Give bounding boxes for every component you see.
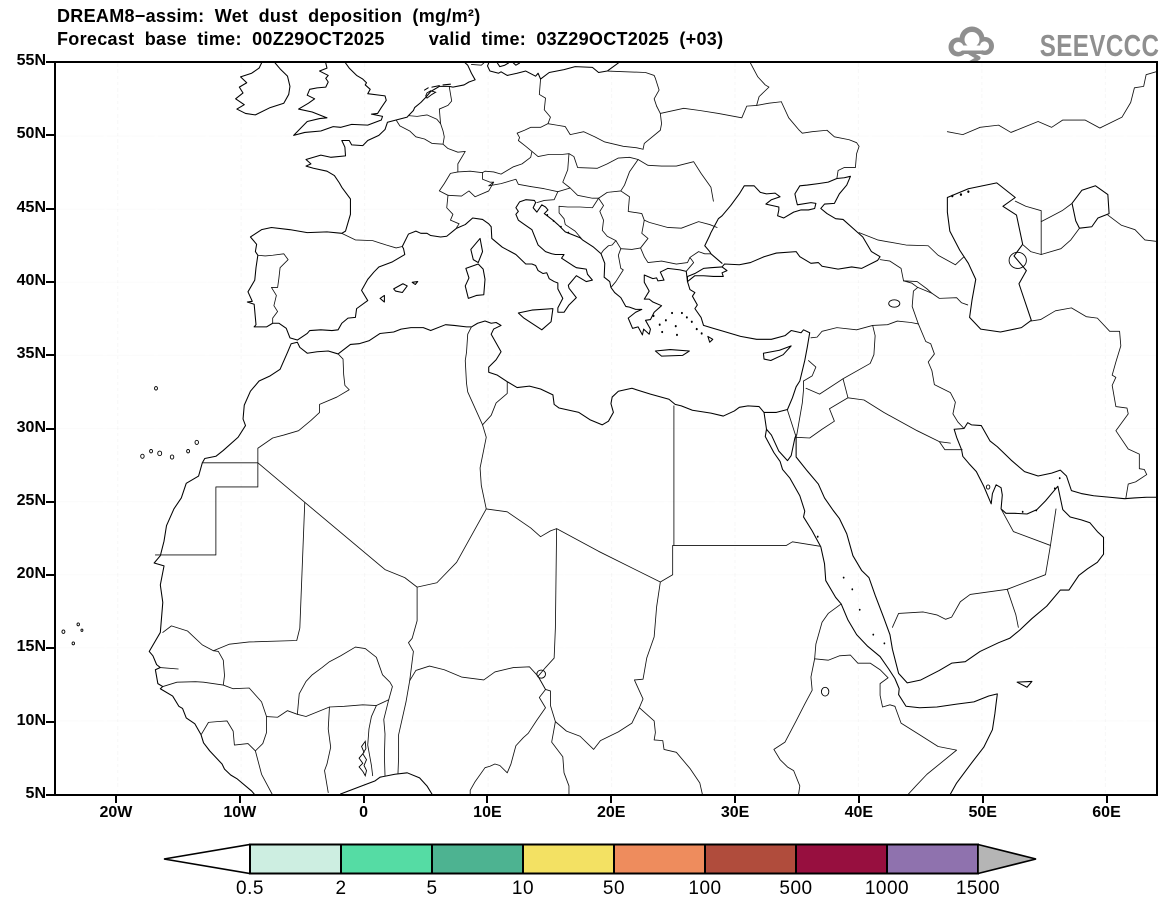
island-specks bbox=[546, 190, 1061, 645]
lat-tick bbox=[46, 647, 55, 650]
lon-label: 10E bbox=[473, 804, 502, 821]
lon-tick bbox=[362, 795, 365, 803]
colorbar-scale bbox=[163, 843, 1037, 875]
colorbar-right-arrow bbox=[977, 843, 1037, 875]
lat-label: 10N bbox=[16, 711, 46, 729]
colorbar-segment bbox=[886, 843, 979, 875]
lon-tick bbox=[610, 795, 613, 803]
colorbar-segment bbox=[249, 843, 342, 875]
colorbar-tick-label: 10 bbox=[511, 878, 535, 899]
map-frame bbox=[54, 61, 1158, 796]
valid-time: valid time: 03Z29OCT2025 (+03) bbox=[428, 29, 724, 49]
lon-label: 40E bbox=[844, 804, 874, 821]
lat-label: 25N bbox=[16, 491, 46, 509]
colorbar-tick-label: 500 bbox=[779, 878, 813, 899]
colorbar-tick-label: 5 bbox=[426, 878, 438, 899]
lat-tick bbox=[46, 61, 55, 63]
lon-tick bbox=[857, 795, 860, 803]
lat-label: 40N bbox=[16, 271, 46, 289]
chart-titles: DREAM8−assim: Wet dust deposition (mg/m²… bbox=[57, 5, 723, 51]
map-canvas bbox=[56, 63, 1156, 794]
lat-label: 35N bbox=[16, 345, 46, 363]
forecast-base-time: Forecast base time: 00Z29OCT2025 bbox=[57, 29, 385, 49]
colorbar: 0.5 2 5 10 50 100 500 1000 1500 bbox=[163, 843, 1037, 903]
colorbar-tick-label: 2 bbox=[335, 878, 347, 899]
lat-tick bbox=[46, 207, 55, 210]
colorbar-segment bbox=[522, 843, 615, 875]
lakes bbox=[359, 91, 900, 776]
lon-tick bbox=[1105, 795, 1108, 803]
lon-label: 30E bbox=[720, 804, 750, 821]
colorbar-segment bbox=[795, 843, 888, 875]
colorbar-segment bbox=[613, 843, 706, 875]
lat-tick bbox=[46, 720, 55, 723]
lon-tick bbox=[734, 795, 737, 803]
lon-label: 10W bbox=[223, 804, 257, 821]
lon-tick bbox=[238, 795, 241, 803]
colorbar-tick-label: 0.5 bbox=[236, 878, 264, 899]
lat-label: 55N bbox=[16, 52, 46, 69]
lat-label: 5N bbox=[25, 785, 46, 802]
lat-label: 50N bbox=[16, 125, 46, 143]
lon-label: 0 bbox=[359, 804, 369, 821]
lat-label: 15N bbox=[16, 638, 46, 656]
colorbar-segment bbox=[340, 843, 433, 875]
cloud-icon bbox=[948, 26, 994, 65]
chart-title: DREAM8−assim: Wet dust deposition (mg/m²… bbox=[57, 6, 481, 26]
lon-label: 20W bbox=[99, 804, 133, 821]
lat-label: 45N bbox=[16, 198, 46, 216]
lat-tick bbox=[46, 574, 55, 577]
lat-label: 20N bbox=[16, 565, 46, 583]
colorbar-tick-label: 100 bbox=[688, 878, 722, 899]
colorbar-tick-label: 50 bbox=[602, 878, 626, 899]
lat-tick bbox=[46, 794, 55, 796]
seevccc-logo: SEEVCCC bbox=[945, 25, 1159, 67]
lat-tick bbox=[46, 280, 55, 283]
lon-label: 20E bbox=[596, 804, 626, 821]
lon-label: 60E bbox=[1092, 804, 1121, 821]
lat-tick bbox=[46, 134, 55, 137]
lon-tick bbox=[114, 795, 117, 803]
lat-tick bbox=[46, 500, 55, 503]
lon-tick bbox=[981, 795, 984, 803]
colorbar-tick-label: 1500 bbox=[955, 878, 1001, 899]
colorbar-left-arrow bbox=[163, 843, 251, 875]
logo-text: SEEVCCC bbox=[1039, 28, 1159, 63]
lon-label: 50E bbox=[968, 804, 997, 821]
colorbar-segment bbox=[704, 843, 797, 875]
lat-label: 30N bbox=[16, 418, 46, 436]
chart-subtitle: Forecast base time: 00Z29OCT2025 valid ti… bbox=[57, 28, 723, 51]
country-borders bbox=[155, 63, 1156, 794]
islands bbox=[62, 190, 1061, 687]
lat-tick bbox=[46, 354, 55, 357]
colorbar-segment bbox=[431, 843, 524, 875]
colorbar-tick-label: 1000 bbox=[864, 878, 910, 899]
lon-tick bbox=[486, 795, 489, 803]
lat-tick bbox=[46, 427, 55, 430]
coastlines bbox=[149, 63, 1156, 794]
